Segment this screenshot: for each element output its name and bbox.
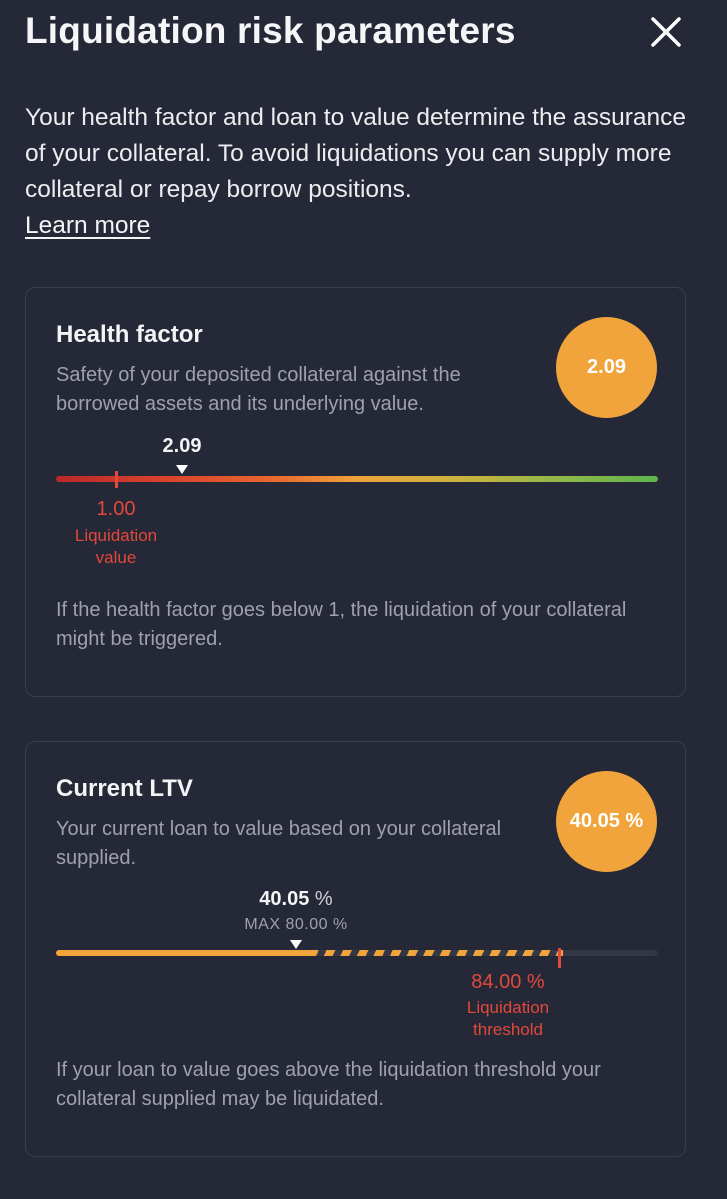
ltv-card: Current LTV Your current loan to value b… bbox=[25, 741, 686, 1157]
threshold-caption-line2: threshold bbox=[473, 1020, 543, 1039]
ltv-max-label: MAX 80.00 % bbox=[244, 916, 348, 933]
health-factor-description: Safety of your deposited collateral agai… bbox=[56, 364, 461, 415]
ltv-description: Your current loan to value based on your… bbox=[56, 818, 502, 869]
ltv-badge: 40.05 % bbox=[556, 771, 657, 872]
liquidation-threshold-value: 84.00 % bbox=[471, 971, 545, 993]
learn-more-link[interactable]: Learn more bbox=[25, 212, 151, 239]
health-factor-gradient-bar bbox=[56, 476, 658, 482]
ltv-note: If your loan to value goes above the liq… bbox=[56, 1059, 601, 1110]
close-icon bbox=[651, 17, 681, 47]
ltv-current-number: 40.05 bbox=[259, 888, 310, 910]
ltv-marker-icon bbox=[290, 940, 302, 949]
close-button[interactable] bbox=[646, 12, 686, 52]
liquidation-caption-line2: value bbox=[95, 548, 137, 567]
ltv-current-unit: % bbox=[314, 888, 333, 910]
ltv-max-stripes bbox=[309, 950, 563, 956]
intro-paragraph: Your health factor and loan to value det… bbox=[25, 100, 705, 244]
liquidation-value-tick bbox=[115, 471, 118, 488]
liquidation-value: 1.00 bbox=[96, 498, 136, 520]
liquidation-threshold-caption: Liquidation threshold bbox=[467, 997, 549, 1041]
ltv-current-value: 40.05 % bbox=[259, 888, 332, 911]
health-factor-current-label: 2.09 bbox=[162, 435, 202, 457]
intro-text: Your health factor and loan to value det… bbox=[25, 104, 687, 203]
ltv-fill bbox=[56, 950, 310, 956]
health-factor-marker-icon bbox=[176, 465, 188, 474]
liquidation-value-caption: Liquidation value bbox=[75, 525, 157, 569]
health-factor-badge: 2.09 bbox=[556, 317, 657, 418]
modal-title: Liquidation risk parameters bbox=[25, 10, 516, 51]
health-factor-note: If the health factor goes below 1, the l… bbox=[56, 599, 627, 650]
health-factor-card: Health factor Safety of your deposited c… bbox=[25, 287, 686, 697]
liquidation-threshold-tick bbox=[558, 948, 561, 968]
threshold-caption-line1: Liquidation bbox=[466, 998, 550, 1017]
health-factor-title: Health factor bbox=[56, 321, 203, 348]
ltv-track bbox=[56, 950, 658, 956]
liquidation-caption-line1: Liquidation bbox=[74, 526, 158, 545]
ltv-title: Current LTV bbox=[56, 775, 193, 802]
